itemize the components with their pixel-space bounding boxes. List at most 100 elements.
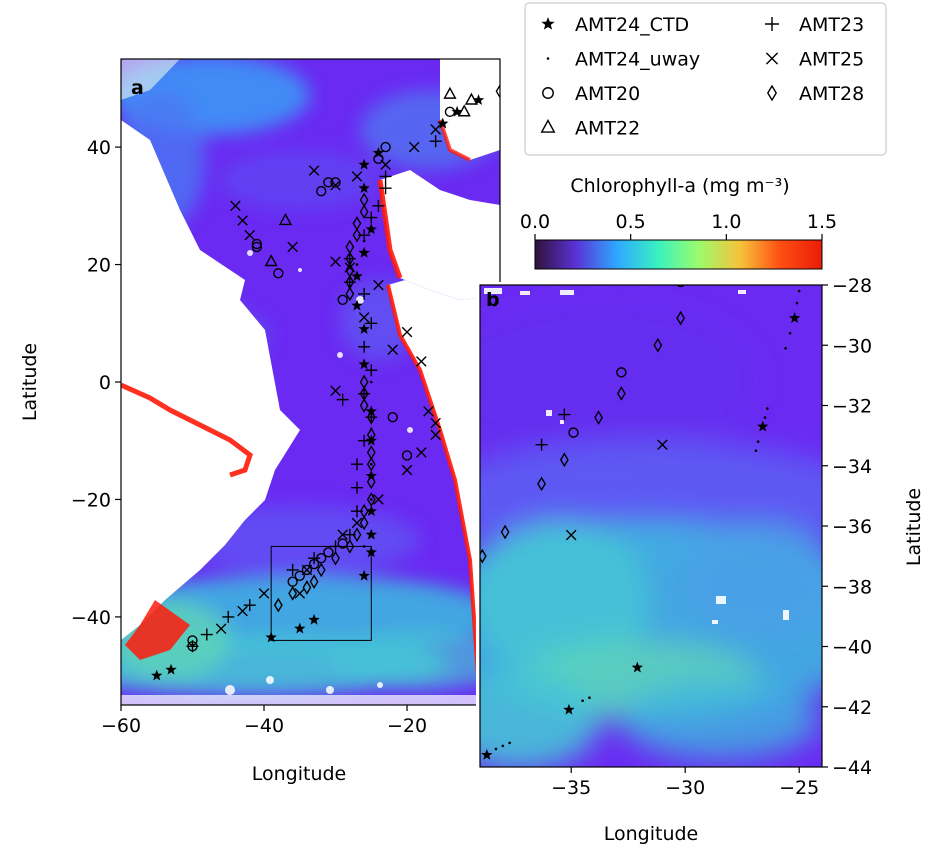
- legend-item-amt20: AMT20: [542, 83, 640, 105]
- point-amt25: [416, 356, 427, 367]
- point-amt24_ctd: [351, 299, 363, 311]
- point-amt25: [351, 517, 363, 529]
- point-amt24_ctd: [308, 613, 320, 625]
- legend-label: AMT22: [575, 118, 640, 140]
- legend-frame: [524, 2, 887, 156]
- x-tick-label: −40: [244, 715, 284, 737]
- point-amt24_uway: [501, 744, 505, 748]
- point-amt24_ctd: [365, 505, 377, 517]
- point-amt23: [243, 599, 256, 612]
- point-amt28: [352, 227, 362, 243]
- point-amt20: [251, 241, 263, 253]
- point-amt23: [372, 199, 385, 212]
- point-amt24_uway: [369, 380, 373, 384]
- point-amt24_uway: [355, 263, 359, 266]
- panel-a-label: a: [131, 77, 144, 99]
- point-amt20: [373, 153, 384, 165]
- legend: AMT24_CTD AMT24_uway AMT20 AMT22 AMT23 AMT25 A…: [524, 2, 887, 156]
- panel-a-xlabel: Longitude: [252, 763, 347, 785]
- legend-label: AMT28: [799, 83, 864, 105]
- colorbar-label: Chlorophyll-a (mg m⁻³): [570, 175, 789, 197]
- point-amt22: [457, 104, 471, 117]
- point-amt23: [336, 393, 349, 406]
- point-amt24_uway: [795, 301, 799, 305]
- point-amt24_ctd: [365, 223, 377, 235]
- point-amt24_ctd: [372, 146, 385, 158]
- point-amt25: [380, 159, 391, 171]
- series-amt22: [264, 86, 478, 267]
- diamond-icon: [766, 84, 778, 102]
- point-amt25: [244, 229, 256, 241]
- land-south-america: [121, 120, 300, 640]
- point-amt25: [287, 241, 298, 253]
- point-amt28: [366, 492, 376, 507]
- point-amt25: [373, 279, 384, 291]
- point-amt28: [309, 574, 319, 590]
- point-amt24_ctd: [358, 182, 370, 194]
- ocean-texture-b: [480, 300, 822, 767]
- x-tick-label: −20: [387, 715, 427, 737]
- y-tick-label: −30: [832, 335, 872, 357]
- panel-b-map: [480, 285, 822, 767]
- point-amt25: [430, 417, 441, 429]
- point-amt25: [337, 529, 348, 540]
- series-amt23: [535, 408, 571, 451]
- point-amt25: [330, 256, 341, 267]
- legend-item-amt24_ctd: AMT24_CTD: [541, 14, 689, 36]
- point-amt23: [365, 317, 378, 330]
- point-amt28: [366, 456, 376, 472]
- point-amt25: [294, 588, 306, 599]
- point-amt24_ctd: [351, 270, 363, 282]
- point-amt23: [365, 211, 378, 224]
- point-amt28: [366, 427, 376, 443]
- point-amt22: [278, 213, 293, 226]
- point-amt25: [358, 312, 370, 323]
- point-amt28: [366, 409, 376, 425]
- point-amt25: [258, 588, 270, 599]
- y-tick-label: −44: [832, 757, 872, 779]
- point-amt24_ctd: [358, 323, 370, 334]
- legend-label: AMT20: [575, 83, 640, 105]
- legend-item-amt23: AMT23: [765, 14, 864, 36]
- point-amt28: [288, 586, 298, 601]
- y-tick-label: 40: [87, 137, 111, 159]
- point-amt22: [443, 86, 457, 99]
- point-amt28: [316, 562, 326, 578]
- point-amt24_ctd: [165, 663, 177, 675]
- point-amt24_ctd: [437, 117, 449, 129]
- colorbar: Chlorophyll-a (mg m⁻³) 0.0 0.5 1.0 1.5: [520, 175, 837, 270]
- point-amt24_uway: [369, 498, 373, 501]
- point-amt24_ctd: [358, 158, 370, 170]
- point-amt20: [316, 185, 327, 197]
- series-amt24_ctd: [481, 312, 801, 760]
- point-amt25: [401, 326, 413, 338]
- legend-label: AMT23: [799, 14, 864, 36]
- star-icon: [541, 17, 555, 30]
- point-amt25: [430, 429, 441, 441]
- point-amt24_ctd: [757, 420, 769, 432]
- point-amt20: [301, 564, 313, 576]
- point-amt25: [308, 165, 320, 176]
- point-amt28: [480, 548, 487, 564]
- point-amt28: [616, 386, 626, 401]
- point-amt24_ctd: [788, 312, 801, 323]
- colorbar-tick-label: 0.0: [520, 211, 550, 233]
- point-amt25: [387, 344, 399, 355]
- point-amt24_ctd: [563, 703, 575, 715]
- y-tick-label: −40: [832, 637, 872, 659]
- y-tick-label: 20: [87, 255, 111, 277]
- point-amt24_uway: [508, 741, 511, 745]
- x-tick-label: −60: [101, 715, 141, 737]
- point-amt23: [350, 481, 363, 494]
- series-amt28: [273, 83, 500, 613]
- point-amt28: [359, 398, 369, 413]
- point-amt25: [237, 605, 248, 617]
- point-amt28: [500, 524, 510, 540]
- y-tick-label: −34: [832, 456, 872, 478]
- point-amt20: [568, 427, 579, 438]
- circle-icon: [542, 87, 554, 99]
- panel-a: a −60 −40 −20 40 20 0 −20 −40 Longitude Latitud…: [19, 58, 501, 785]
- point-amt24_uway: [369, 462, 373, 466]
- series-amt25: [215, 124, 441, 634]
- point-amt28: [302, 580, 312, 595]
